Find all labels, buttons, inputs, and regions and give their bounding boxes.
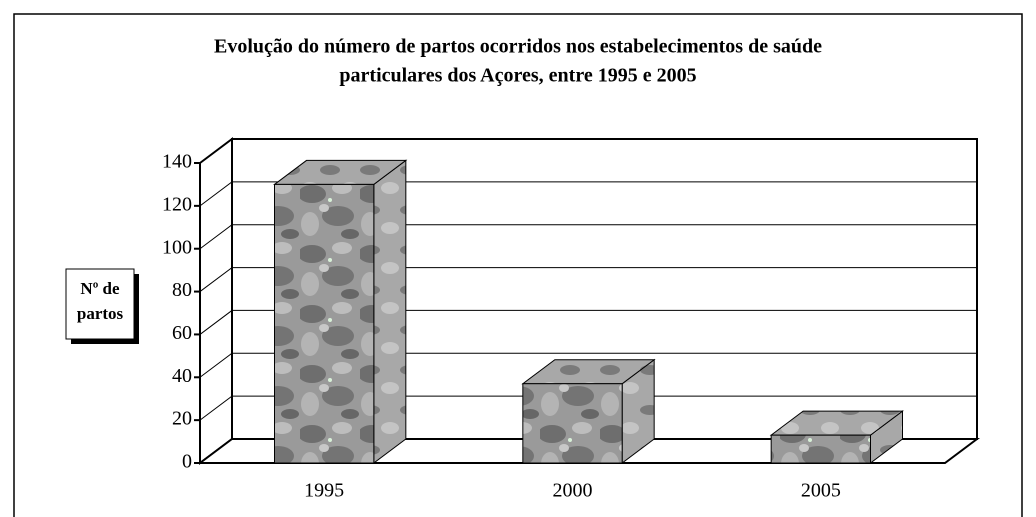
grid-line: [199, 181, 977, 207]
grid-line: [199, 267, 977, 292]
bar-front: [522, 383, 623, 464]
y-axis-label: partos: [77, 304, 124, 323]
x-tick-label: 1995: [304, 480, 344, 502]
left-wall: [199, 137, 233, 465]
grid-line: [199, 309, 977, 335]
y-tick-label: 0: [182, 451, 192, 473]
chart-title: particulares dos Açores, entre 1995 e 20…: [339, 65, 696, 87]
y-tick-label: 60: [172, 322, 192, 344]
y-tick-label: 40: [172, 365, 192, 387]
bar-front: [770, 434, 872, 464]
x-tick-label: 2005: [801, 480, 841, 502]
y-axis-label: Nº de: [80, 279, 120, 298]
x-tick-label: 2000: [553, 480, 593, 502]
y-tick-label: 120: [162, 193, 192, 215]
bar-side: [373, 159, 407, 464]
grid-line: [199, 395, 977, 421]
grid-line: [199, 138, 977, 164]
bar: [769, 410, 904, 464]
chart-title: Evolução do número de partos ocorridos n…: [214, 36, 822, 58]
bar-front: [274, 183, 375, 464]
grid-line: [199, 352, 977, 378]
y-tick-label: 140: [162, 151, 192, 173]
bar: [273, 159, 408, 464]
grid-line: [199, 224, 977, 250]
y-tick-label: 100: [162, 236, 192, 258]
y-tick-label: 80: [172, 279, 192, 301]
bar: [521, 358, 656, 464]
y-label-box: [65, 268, 135, 340]
y-tick-label: 20: [172, 408, 192, 430]
